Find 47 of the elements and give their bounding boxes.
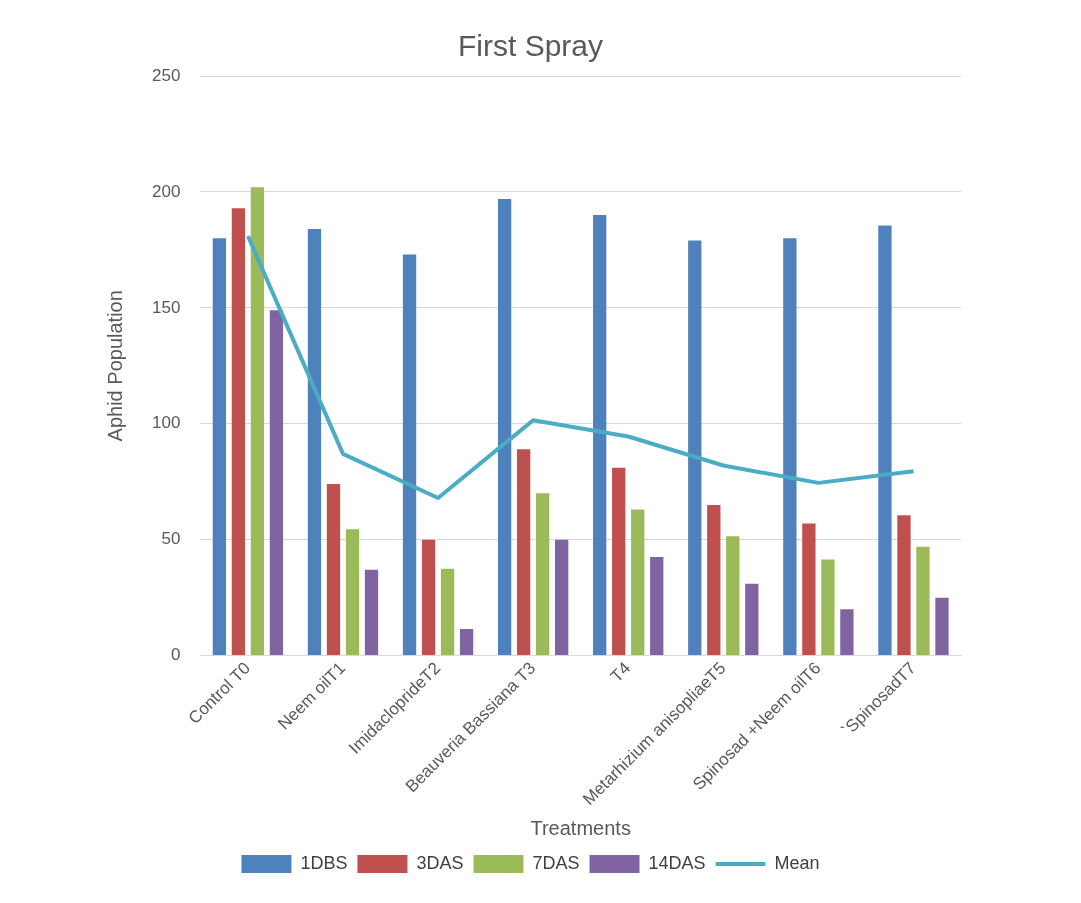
bar [631, 509, 645, 656]
bar [840, 609, 854, 656]
bar [250, 187, 265, 656]
bar [440, 568, 455, 656]
legend-label: 7DAS [532, 852, 580, 873]
y-tick-label: 200 [151, 181, 181, 201]
bar [536, 493, 550, 656]
chart-title: First Spray [457, 29, 604, 63]
bar [897, 515, 911, 656]
y-tick-label: 50 [161, 529, 181, 549]
x-axis-title: Treatments [530, 816, 631, 839]
y-tick-label: 250 [151, 65, 181, 85]
bar [935, 597, 949, 656]
bar [612, 467, 626, 656]
y-tick-label: 150 [151, 297, 181, 317]
bar [802, 523, 816, 656]
bar [555, 539, 569, 656]
bar [821, 559, 835, 656]
y-tick-label: 0 [170, 645, 181, 665]
bar [231, 208, 246, 656]
legend-label: 3DAS [416, 852, 464, 873]
bar [916, 546, 930, 656]
bar [516, 449, 531, 656]
legend-label: 1DBS [300, 852, 348, 873]
legend-label: 14DAS [648, 852, 706, 873]
bar [878, 225, 892, 656]
bar [364, 569, 379, 656]
bar [421, 539, 436, 656]
bar [326, 484, 341, 656]
bar [345, 529, 360, 656]
bar [745, 583, 759, 656]
bar [402, 254, 417, 656]
bar [497, 198, 512, 656]
bar [212, 238, 227, 656]
bar [650, 557, 664, 656]
x-tick-label: T4 [606, 658, 635, 686]
bar [269, 310, 284, 656]
bar [307, 229, 322, 656]
y-axis-title: Aphid Population [103, 290, 126, 442]
bar [593, 215, 607, 656]
bar [459, 628, 474, 656]
bar [707, 504, 721, 656]
bar [726, 536, 740, 656]
bar [783, 238, 797, 656]
legend-label: Mean [774, 852, 820, 873]
bar [688, 240, 702, 656]
y-tick-label: 100 [151, 413, 181, 433]
